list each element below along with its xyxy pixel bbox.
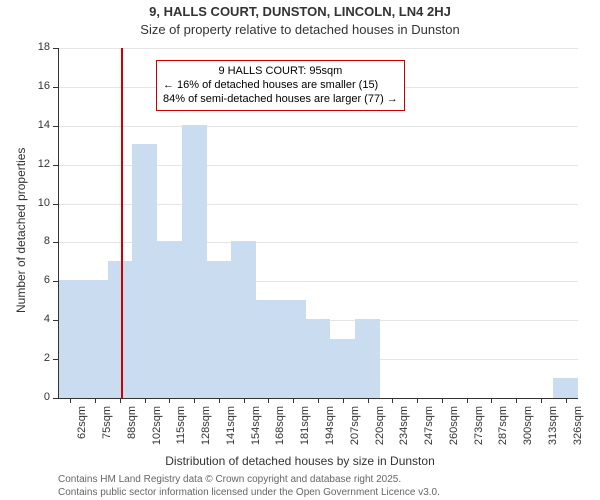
x-tick-label: 102sqm <box>151 406 163 456</box>
y-tick-label: 12 <box>30 158 50 170</box>
annotation-line: ← 16% of detached houses are smaller (15… <box>163 79 398 93</box>
plot-area: 9 HALLS COURT: 95sqm← 16% of detached ho… <box>58 48 578 398</box>
x-tick-label: 220sqm <box>374 406 386 456</box>
histogram-bar <box>207 261 232 398</box>
y-gridline <box>58 48 578 49</box>
x-tick-label: 62sqm <box>76 406 88 456</box>
x-tick-label: 194sqm <box>324 406 336 456</box>
x-tick-label: 234sqm <box>398 406 410 456</box>
x-tick-label: 300sqm <box>522 406 534 456</box>
x-tick-label: 247sqm <box>423 406 435 456</box>
reference-line <box>121 48 123 398</box>
y-axis-label: Number of detached properties <box>14 148 28 313</box>
y-tick-label: 0 <box>30 391 50 403</box>
x-tick-label: 75sqm <box>101 406 113 456</box>
y-axis-line <box>58 48 59 398</box>
histogram-bar <box>330 339 355 398</box>
x-tick-label: 141sqm <box>225 406 237 456</box>
histogram-bar <box>231 241 256 398</box>
histogram-bar <box>355 319 380 398</box>
histogram-bar <box>553 378 578 398</box>
histogram-bar <box>306 319 331 398</box>
x-tick-label: 115sqm <box>175 406 187 456</box>
y-tick-label: 4 <box>30 313 50 325</box>
annotation-line: 9 HALLS COURT: 95sqm <box>163 65 398 79</box>
x-tick-label: 313sqm <box>547 406 559 456</box>
x-tick-label: 207sqm <box>349 406 361 456</box>
x-tick-label: 181sqm <box>299 406 311 456</box>
annotation-box: 9 HALLS COURT: 95sqm← 16% of detached ho… <box>156 60 405 111</box>
y-tick-label: 14 <box>30 119 50 131</box>
chart-title-line1: 9, HALLS COURT, DUNSTON, LINCOLN, LN4 2H… <box>0 4 600 19</box>
x-tick-label: 154sqm <box>250 406 262 456</box>
chart-title-line2: Size of property relative to detached ho… <box>0 22 600 37</box>
x-tick-label: 88sqm <box>126 406 138 456</box>
x-axis-label: Distribution of detached houses by size … <box>0 454 600 468</box>
x-tick-label: 287sqm <box>497 406 509 456</box>
histogram-bar <box>157 241 182 398</box>
y-gridline <box>58 126 578 127</box>
x-tick-label: 326sqm <box>572 406 584 456</box>
histogram-bar <box>108 261 133 398</box>
histogram-bar <box>182 125 207 398</box>
histogram-bar <box>83 280 108 398</box>
footer-line1: Contains HM Land Registry data © Crown c… <box>58 474 401 485</box>
y-tick-label: 2 <box>30 352 50 364</box>
x-tick-label: 168sqm <box>274 406 286 456</box>
histogram-bar <box>58 280 83 398</box>
x-tick-label: 260sqm <box>448 406 460 456</box>
y-tick-label: 10 <box>30 197 50 209</box>
y-tick-label: 16 <box>30 80 50 92</box>
x-axis-line <box>58 398 578 399</box>
histogram-bar <box>256 300 281 398</box>
chart-container: 9, HALLS COURT, DUNSTON, LINCOLN, LN4 2H… <box>0 0 600 500</box>
x-tick-label: 273sqm <box>473 406 485 456</box>
histogram-bar <box>281 300 306 398</box>
histogram-bar <box>132 144 157 398</box>
footer-line2: Contains public sector information licen… <box>58 487 440 498</box>
y-tick-label: 8 <box>30 235 50 247</box>
x-tick-label: 128sqm <box>200 406 212 456</box>
y-tick-label: 18 <box>30 41 50 53</box>
y-tick-label: 6 <box>30 274 50 286</box>
annotation-line: 84% of semi-detached houses are larger (… <box>163 93 398 107</box>
